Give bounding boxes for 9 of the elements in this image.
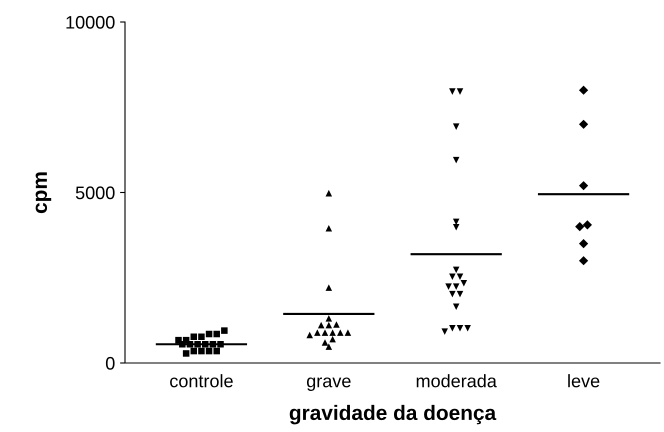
y-tick-label: 5000 [76,186,115,200]
y-tick-label: 10000 [66,16,115,29]
x-tick-label: moderada [416,374,497,388]
x-tick-label: controle [170,374,233,388]
y-axis-title: cpm [36,172,52,214]
y-tick-label: 0 [106,356,115,370]
x-tick-label: grave [306,377,351,391]
x-axis-title: gravidade da doença [290,404,496,424]
x-tick-label: leve [568,374,600,388]
